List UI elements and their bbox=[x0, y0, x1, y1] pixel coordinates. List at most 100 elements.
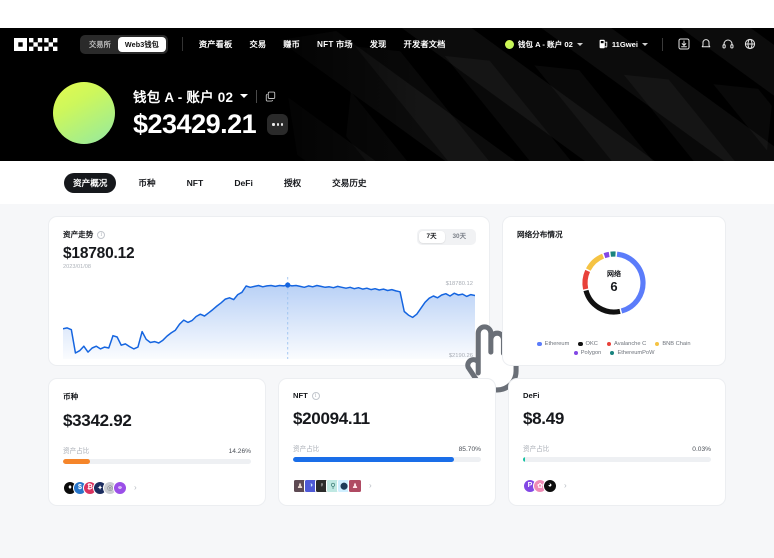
network-card-title: 网络分布情况 bbox=[517, 230, 563, 239]
product-toggle[interactable]: 交易所 Web3钱包 bbox=[80, 34, 168, 54]
legend-row-2: Polygon EthereumPoW bbox=[511, 350, 717, 356]
defi-progress-track bbox=[523, 457, 711, 462]
tab-tokens[interactable]: 币种 bbox=[138, 177, 156, 188]
nft-pct-label: 资产占比 bbox=[293, 446, 320, 453]
nav-link-developer-docs[interactable]: 开发者文档 bbox=[403, 40, 446, 49]
asset-trend-chart[interactable]: $18780.12 $2190.26 bbox=[63, 277, 519, 393]
legend-item-ethereum[interactable]: Ethereum bbox=[537, 341, 569, 347]
download-icon[interactable] bbox=[673, 33, 695, 55]
legend-item-polygon[interactable]: Polygon bbox=[573, 350, 601, 356]
info-icon[interactable]: i bbox=[97, 230, 106, 239]
legend-dot-okc bbox=[578, 341, 583, 347]
gas-fee-selector[interactable]: 11Gwei bbox=[599, 39, 648, 49]
chevron-right-icon-nft[interactable]: › bbox=[369, 481, 372, 491]
tokens-title-row: 币种 bbox=[63, 391, 251, 402]
nft-progress-track bbox=[293, 457, 481, 462]
nft-icon-stack: ♟ ◑ ♀ ⚲ ⬤ ♟ bbox=[293, 478, 362, 493]
nft-card[interactable]: NFT i $20094.11 资产占比 85.70% ♟ ◑ ♀ ⚲ ⬤ ♟ › bbox=[278, 378, 496, 506]
wallet-name-row[interactable]: 钱包 A - 账户 02 bbox=[133, 86, 288, 106]
asset-trend-title: 资产走势 bbox=[63, 230, 94, 239]
network-donut-chart[interactable] bbox=[503, 247, 725, 319]
legend-dot-ethereum bbox=[537, 341, 542, 347]
gas-fee-value: 11Gwei bbox=[611, 39, 638, 49]
globe-icon[interactable] bbox=[739, 33, 761, 55]
okx-logo[interactable] bbox=[14, 37, 58, 51]
donut-segment-polygon[interactable] bbox=[603, 251, 610, 259]
tokens-card-title: 币种 bbox=[63, 392, 79, 401]
nft-icon-row[interactable]: ♟ ◑ ♀ ⚲ ⬤ ♟ › bbox=[293, 478, 481, 493]
asset-trend-title-row: 资产走势 i bbox=[63, 229, 475, 240]
token-icon-5: ⚭ bbox=[113, 480, 127, 495]
nft-pct-value: 85.70% bbox=[458, 446, 481, 453]
donut-segment-bnb-chain[interactable] bbox=[585, 253, 605, 271]
info-icon-nft[interactable]: i bbox=[311, 391, 320, 400]
donut-center: 网络 6 bbox=[503, 269, 725, 294]
tokens-pct-row: 资产占比 14.26% bbox=[63, 445, 251, 455]
tokens-pct-label: 资产占比 bbox=[63, 448, 90, 455]
donut-center-label: 网络 bbox=[607, 271, 621, 278]
tokens-progress-fill bbox=[63, 459, 90, 464]
defi-pct-row: 资产占比 0.03% bbox=[523, 443, 711, 453]
account-avatar-dot bbox=[504, 39, 514, 49]
hero-banner bbox=[0, 28, 774, 161]
legend-item-ethereumpow[interactable]: EthereumPoW bbox=[610, 350, 654, 356]
donut-segment-okc[interactable] bbox=[583, 289, 621, 315]
wallet-chevron-down-icon[interactable] bbox=[240, 94, 249, 98]
range-30d[interactable]: 30天 bbox=[452, 233, 467, 240]
legend-item-avalanche[interactable]: Avalanche C bbox=[606, 341, 646, 347]
tab-transactions[interactable]: 交易历史 bbox=[332, 177, 367, 188]
nft-thumb-5: ♟ bbox=[348, 478, 362, 493]
bell-icon[interactable] bbox=[695, 33, 717, 55]
defi-icon-row[interactable]: P ✿ ◕ › bbox=[523, 478, 711, 493]
content-row-top: 资产走势 i $18780.12 2023/01/08 7天 30天 bbox=[48, 216, 726, 393]
chevron-right-icon-tokens[interactable]: › bbox=[134, 483, 137, 493]
donut-segment-ethereum[interactable] bbox=[616, 251, 646, 314]
section-tabs: 资产概况 币种 NFT DeFi 授权 交易历史 bbox=[0, 161, 774, 204]
copy-icon[interactable] bbox=[265, 91, 276, 102]
nft-thumb-1: ◑ bbox=[304, 478, 318, 493]
asset-trend-date: 2023/01/08 bbox=[63, 264, 91, 270]
legend-dot-bnb-chain bbox=[655, 341, 660, 347]
tab-defi[interactable]: DeFi bbox=[234, 177, 253, 188]
donut-center-value: 6 bbox=[610, 279, 618, 294]
tab-approvals[interactable]: 授权 bbox=[283, 177, 302, 188]
defi-pct-value: 0.03% bbox=[692, 446, 711, 453]
network-distribution-card: 网络分布情况 网络 6 Ethereum bbox=[502, 216, 726, 366]
tab-nft[interactable]: NFT bbox=[186, 177, 204, 188]
tokens-icon-row[interactable]: ♦ $ ₿ ✦ ◎ ⚭ › bbox=[63, 480, 251, 495]
balance-row: $23429.21 bbox=[133, 109, 289, 140]
defi-card[interactable]: DeFi $8.49 资产占比 0.03% P ✿ ◕ › bbox=[508, 378, 726, 506]
nft-title-row: NFT i bbox=[293, 391, 481, 400]
nav-divider bbox=[181, 37, 183, 51]
legend-item-okc[interactable]: OKC bbox=[578, 341, 598, 347]
defi-pct-label: 资产占比 bbox=[523, 446, 550, 453]
chevron-down-icon bbox=[576, 42, 583, 46]
donut-svg bbox=[582, 251, 646, 315]
asset-trend-amount: $18780.12 bbox=[63, 245, 135, 262]
more-dots-icon[interactable] bbox=[267, 114, 289, 135]
wallet-summary: 钱包 A - 账户 02 $23429.21 bbox=[0, 68, 774, 158]
donut-segment-avalanche-c[interactable] bbox=[582, 269, 591, 290]
chevron-right-icon-defi[interactable]: › bbox=[564, 481, 567, 491]
chart-label-low: $2190.26 bbox=[448, 353, 473, 359]
headset-icon[interactable] bbox=[717, 33, 739, 55]
range-7d[interactable]: 7天 bbox=[418, 231, 445, 243]
tab-overview[interactable]: 资产概况 bbox=[64, 172, 117, 193]
asset-trend-card: 资产走势 i $18780.12 2023/01/08 7天 30天 bbox=[48, 216, 519, 393]
tokens-card[interactable]: 币种 $3342.92 资产占比 14.26% ♦ $ ₿ ✦ ◎ ⚭ › bbox=[48, 378, 266, 506]
legend-item-bnb-chain[interactable]: BNB Chain bbox=[655, 341, 691, 347]
account-selector[interactable]: 钱包 A - 账户 02 bbox=[504, 39, 583, 50]
total-balance: $23429.21 bbox=[133, 109, 257, 139]
legend-dot-polygon bbox=[573, 350, 578, 356]
gas-pump-icon bbox=[599, 39, 608, 49]
nav-link-nft-market[interactable]: NFT 市场 bbox=[317, 40, 353, 49]
nav-link-earn[interactable]: 赚币 bbox=[283, 40, 301, 49]
nav-link-assets[interactable]: 资产看板 bbox=[198, 40, 233, 49]
legend-label-ethereum: Ethereum bbox=[544, 341, 570, 347]
toggle-exchange[interactable]: 交易所 bbox=[89, 39, 111, 49]
nav-link-discover[interactable]: 发现 bbox=[369, 40, 387, 49]
nav-link-trade[interactable]: 交易 bbox=[249, 40, 267, 49]
wallet-info: 钱包 A - 账户 02 $23429.21 bbox=[133, 86, 289, 140]
toggle-web3-wallet[interactable]: Web3钱包 bbox=[117, 36, 166, 52]
